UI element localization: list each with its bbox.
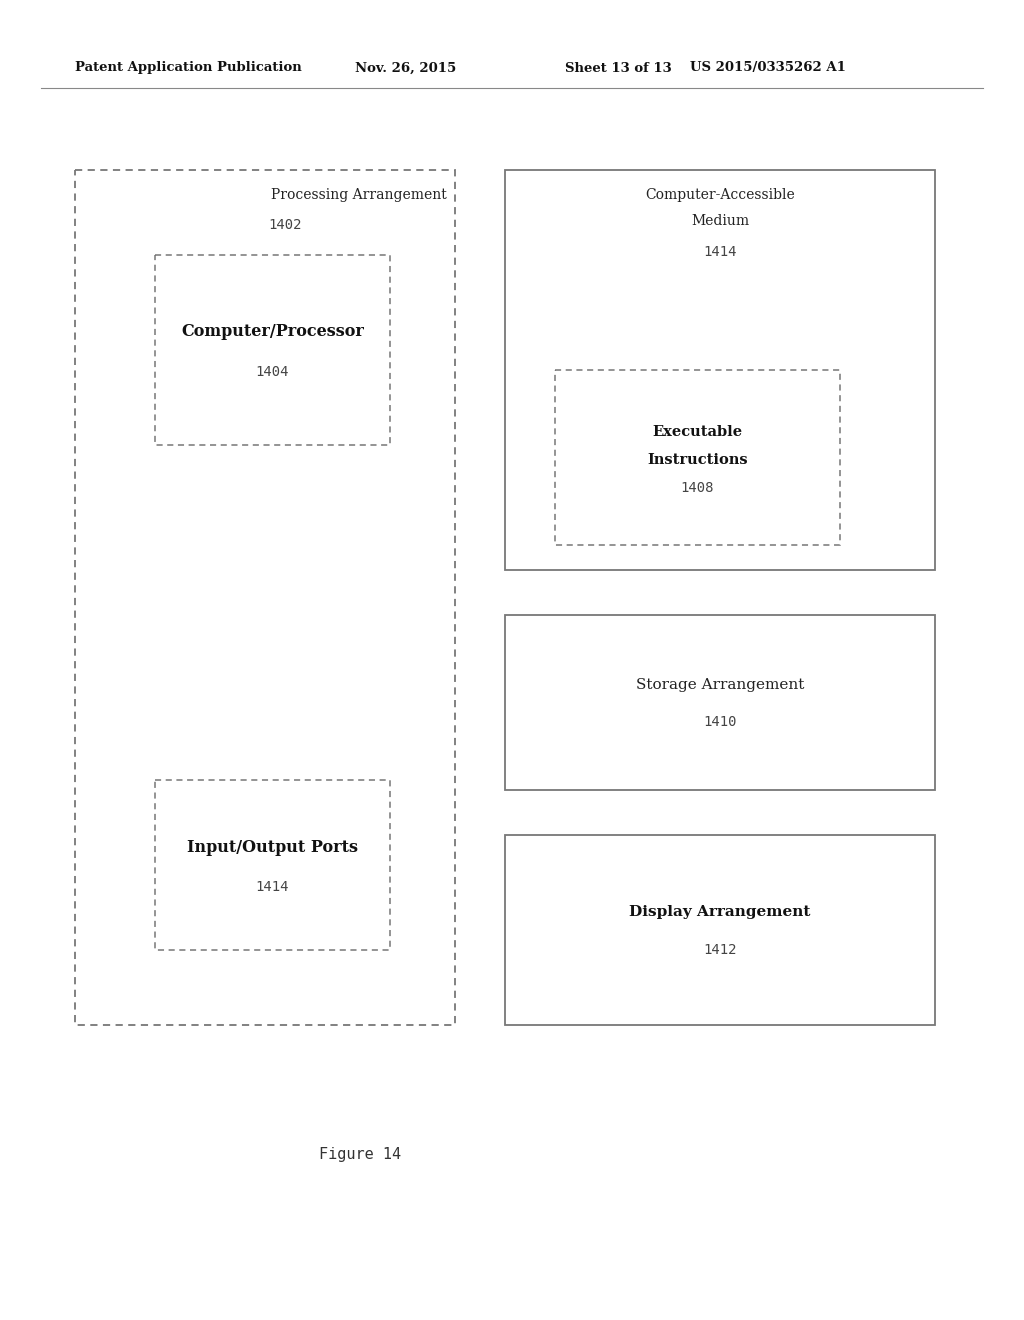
- Text: Nov. 26, 2015: Nov. 26, 2015: [355, 62, 457, 74]
- Text: Instructions: Instructions: [647, 453, 748, 466]
- Text: 1408: 1408: [681, 480, 715, 495]
- Text: Figure 14: Figure 14: [318, 1147, 401, 1163]
- Text: Computer-Accessible: Computer-Accessible: [645, 187, 795, 202]
- Bar: [505, 836, 935, 1026]
- Bar: [155, 780, 390, 950]
- Text: 1404: 1404: [256, 366, 289, 379]
- Bar: [155, 255, 390, 445]
- Text: Executable: Executable: [652, 425, 742, 440]
- Text: Computer/Processor: Computer/Processor: [181, 323, 364, 341]
- Bar: [75, 170, 455, 1026]
- Text: Display Arrangement: Display Arrangement: [630, 906, 811, 919]
- Bar: [505, 170, 935, 570]
- Text: 1410: 1410: [703, 715, 736, 730]
- Text: Input/Output Ports: Input/Output Ports: [187, 838, 358, 855]
- Text: 1402: 1402: [268, 218, 302, 232]
- Text: Patent Application Publication: Patent Application Publication: [75, 62, 302, 74]
- Text: Storage Arrangement: Storage Arrangement: [636, 677, 804, 692]
- Text: Medium: Medium: [691, 214, 750, 228]
- Text: 1414: 1414: [703, 246, 736, 259]
- Text: Sheet 13 of 13: Sheet 13 of 13: [565, 62, 672, 74]
- Text: 1414: 1414: [256, 880, 289, 894]
- Bar: [555, 370, 840, 545]
- Text: Processing Arrangement: Processing Arrangement: [271, 187, 447, 202]
- Text: US 2015/0335262 A1: US 2015/0335262 A1: [690, 62, 846, 74]
- Bar: [505, 615, 935, 789]
- Text: 1412: 1412: [703, 942, 736, 957]
